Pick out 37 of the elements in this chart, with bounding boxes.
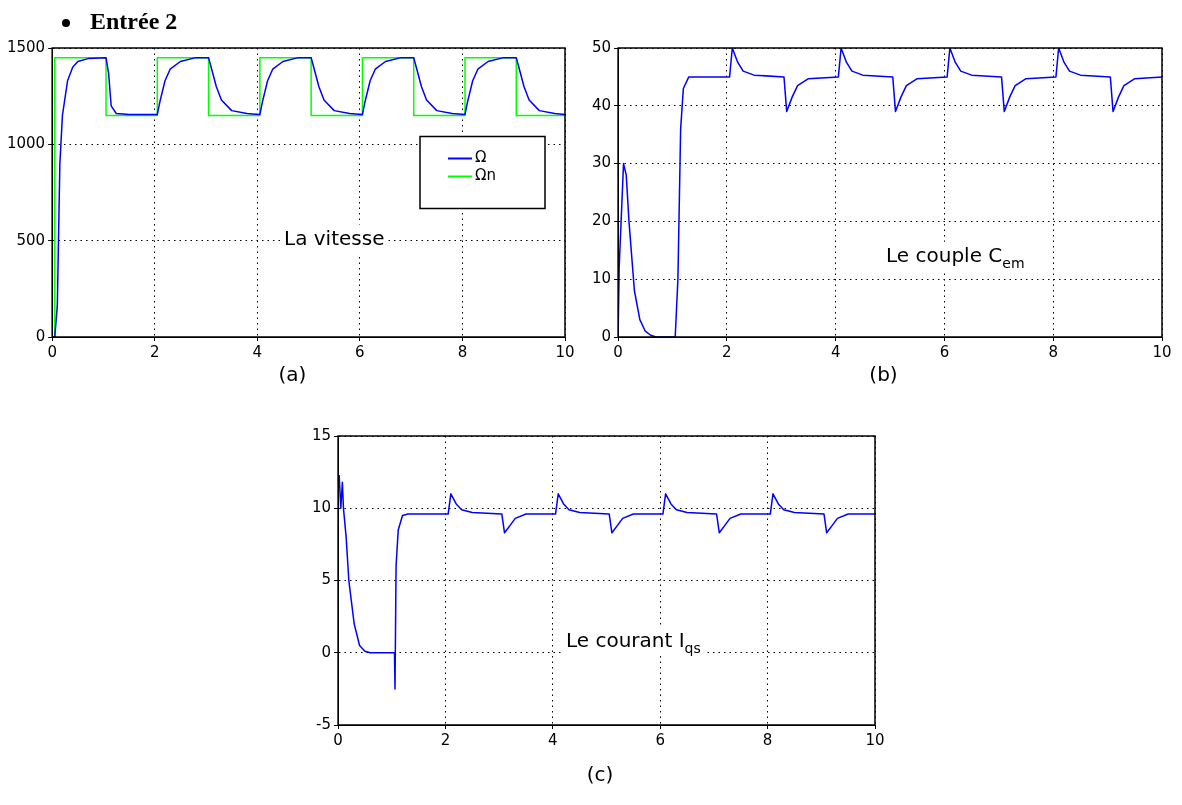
y-tick-label: -5 bbox=[316, 714, 332, 733]
legend-label: Ω bbox=[475, 148, 487, 167]
x-tick-label: 6 bbox=[655, 730, 666, 749]
y-tick-label: 1500 bbox=[6, 37, 46, 56]
y-tick-label: 0 bbox=[35, 326, 46, 345]
x-tick-label: 2 bbox=[722, 342, 732, 361]
x-tick-label: 4 bbox=[548, 730, 558, 749]
x-tick-label: 10 bbox=[555, 342, 575, 361]
text: (a) bbox=[277, 362, 308, 386]
x-tick-label: 8 bbox=[1048, 342, 1058, 361]
y-tick-label: 0 bbox=[601, 326, 612, 345]
y-tick-label: 0 bbox=[321, 642, 332, 661]
y-tick-label: 500 bbox=[16, 230, 46, 249]
x-tick-label: 8 bbox=[762, 730, 773, 749]
x-tick-label: 6 bbox=[939, 342, 950, 361]
x-tick-label: 4 bbox=[830, 342, 841, 361]
y-tick-label: 40 bbox=[591, 95, 612, 114]
x-tick-label: 6 bbox=[355, 342, 365, 361]
x-tick-label: 10 bbox=[1152, 342, 1172, 361]
y-tick-label: 10 bbox=[311, 498, 332, 517]
y-tick-label: 20 bbox=[591, 211, 612, 230]
y-tick-label: 1000 bbox=[6, 134, 46, 153]
x-tick-label: 8 bbox=[457, 342, 468, 361]
y-tick-label: 50 bbox=[591, 37, 612, 56]
x-tick-label: 2 bbox=[149, 342, 160, 361]
x-tick-label: 2 bbox=[440, 730, 451, 749]
annotation: La vitesse bbox=[284, 225, 385, 250]
y-tick-label: 10 bbox=[591, 269, 612, 288]
y-tick-label: 15 bbox=[311, 425, 332, 444]
text: (b) bbox=[868, 362, 899, 386]
y-tick-label: 30 bbox=[591, 153, 612, 172]
legend-label: Ωn bbox=[475, 166, 496, 185]
x-tick-label: 10 bbox=[865, 730, 885, 749]
text: (c) bbox=[585, 762, 615, 786]
chart-title: Entrée 2 bbox=[90, 8, 178, 35]
x-tick-label: 4 bbox=[252, 342, 263, 361]
y-tick-label: 5 bbox=[321, 570, 332, 589]
